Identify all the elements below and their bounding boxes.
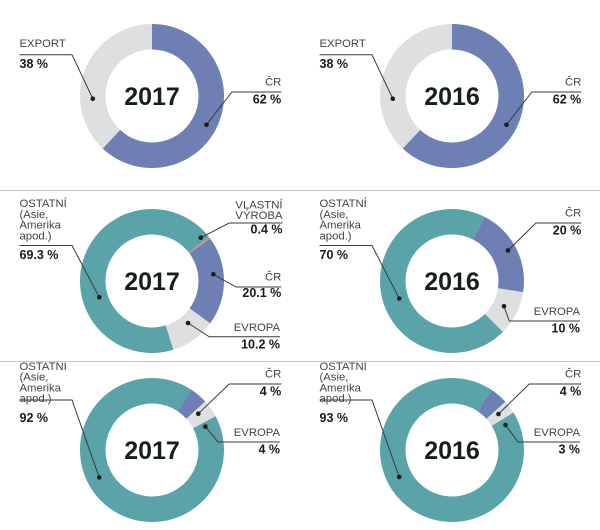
svg-text:2017: 2017 <box>124 437 180 465</box>
svg-text:apod.): apod.) <box>320 230 352 242</box>
svg-text:2017: 2017 <box>124 268 180 296</box>
svg-text:EVROPA: EVROPA <box>234 427 281 439</box>
svg-text:38 %: 38 % <box>320 57 349 71</box>
svg-text:20 %: 20 % <box>553 224 582 238</box>
svg-text:2016: 2016 <box>424 83 480 111</box>
svg-text:EXPORT: EXPORT <box>320 38 366 50</box>
svg-text:EVROPA: EVROPA <box>534 427 581 439</box>
svg-text:69.3 %: 69.3 % <box>20 248 59 262</box>
svg-text:10.2 %: 10.2 % <box>241 338 280 352</box>
svg-text:EXPORT: EXPORT <box>20 38 66 50</box>
svg-text:4 %: 4 % <box>258 443 280 457</box>
svg-text:2017: 2017 <box>124 83 180 111</box>
svg-text:VÝROBA: VÝROBA <box>235 209 283 222</box>
svg-text:ČR: ČR <box>265 368 281 381</box>
svg-text:apod.): apod.) <box>320 393 352 405</box>
svg-text:ČR: ČR <box>565 368 581 381</box>
svg-text:2016: 2016 <box>424 437 480 465</box>
svg-text:10 %: 10 % <box>552 322 581 336</box>
svg-text:62 %: 62 % <box>253 93 282 107</box>
svg-text:ČR: ČR <box>565 76 581 89</box>
svg-text:4 %: 4 % <box>560 385 582 399</box>
svg-text:2016: 2016 <box>424 268 480 296</box>
svg-text:70 %: 70 % <box>320 248 349 262</box>
svg-text:62 %: 62 % <box>553 93 582 107</box>
svg-text:ČR: ČR <box>265 76 281 89</box>
svg-text:EVROPA: EVROPA <box>534 306 581 318</box>
svg-text:apod.): apod.) <box>20 393 52 405</box>
svg-text:93 %: 93 % <box>320 411 349 425</box>
svg-text:0.4 %: 0.4 % <box>251 223 283 237</box>
svg-text:4 %: 4 % <box>260 385 282 399</box>
svg-text:EVROPA: EVROPA <box>234 322 281 334</box>
svg-text:apod.): apod.) <box>20 230 52 242</box>
svg-text:ČR: ČR <box>265 270 281 283</box>
svg-text:3 %: 3 % <box>558 443 580 457</box>
svg-text:20.1 %: 20.1 % <box>242 286 281 300</box>
svg-text:38 %: 38 % <box>20 57 49 71</box>
svg-text:ČR: ČR <box>565 207 581 220</box>
svg-text:92 %: 92 % <box>20 411 49 425</box>
